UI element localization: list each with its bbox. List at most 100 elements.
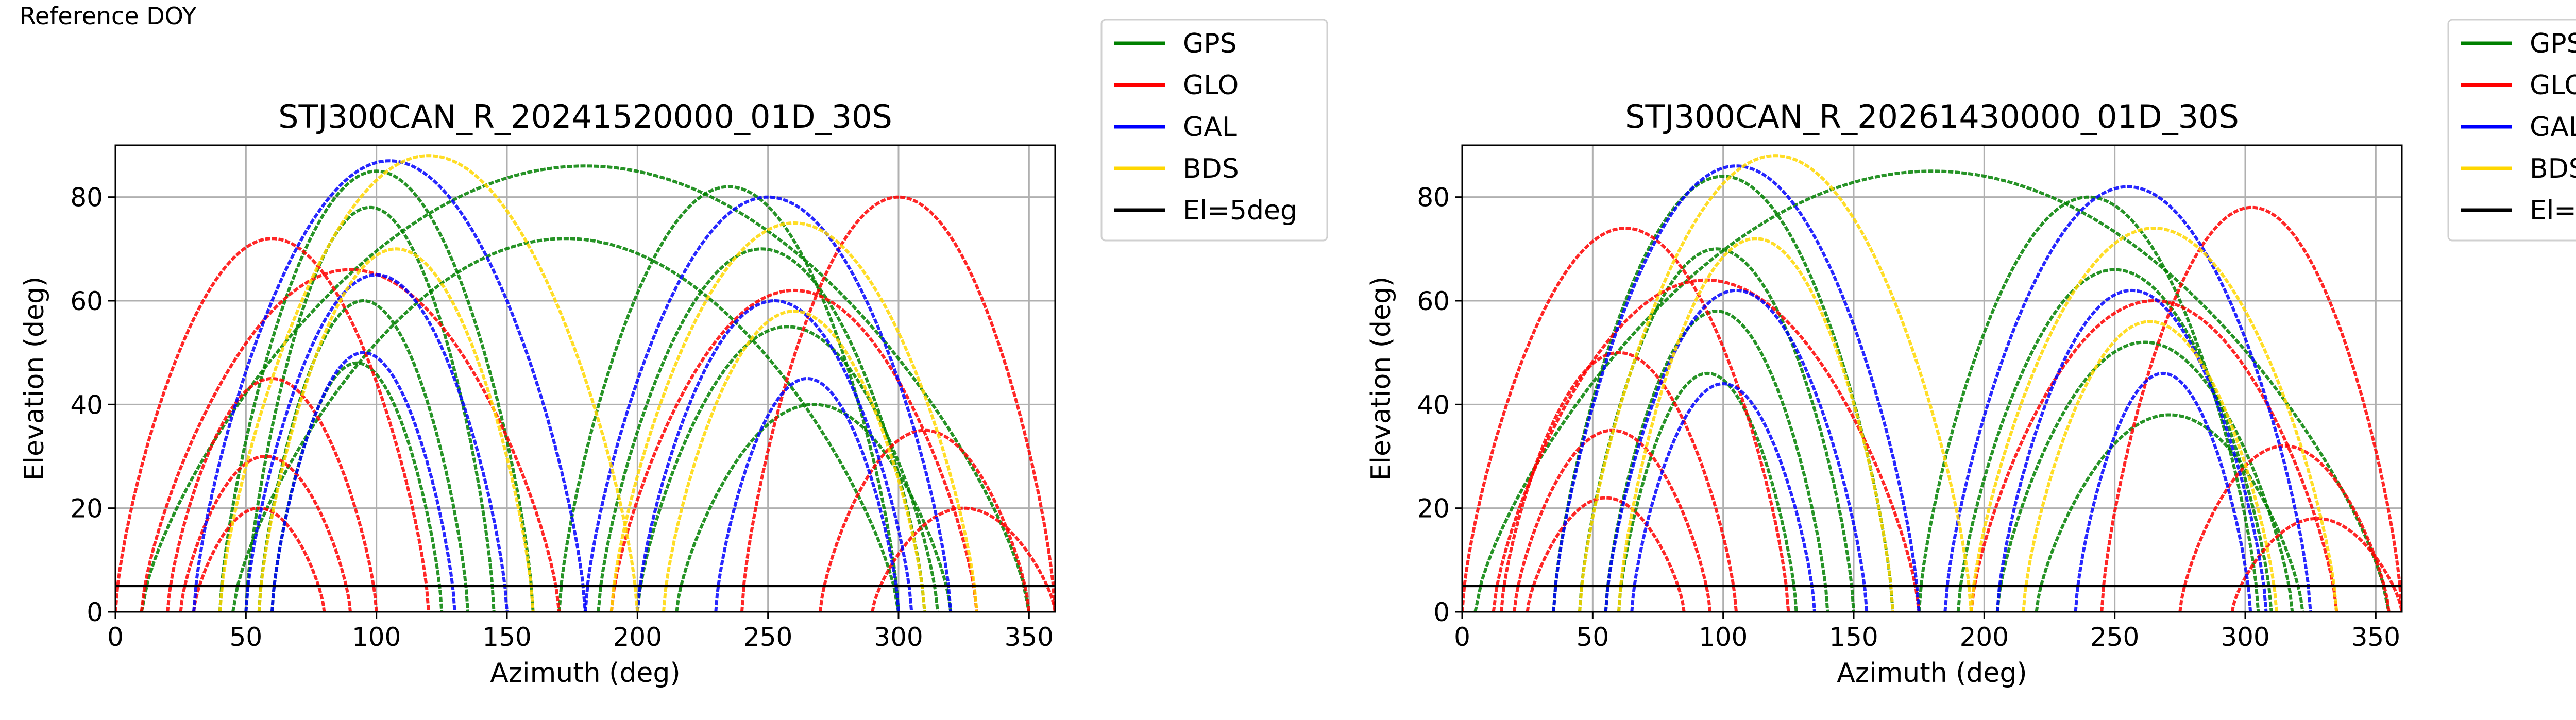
series-gps (1473, 169, 2391, 612)
legend-label: BDS (1183, 153, 1239, 184)
x-tick-label: 150 (1829, 622, 1878, 652)
pass-track (1943, 185, 2312, 612)
legend-box (2447, 19, 2576, 242)
x-tick-label: 300 (2221, 622, 2269, 652)
series-gal (1552, 164, 2312, 612)
pass-track (636, 325, 939, 612)
pass-track (584, 195, 953, 612)
pass-track (609, 221, 978, 612)
x-tick-label: 350 (1005, 622, 1054, 652)
pass-track (140, 268, 561, 612)
y-tick-label: 20 (70, 494, 103, 524)
y-tick-label: 40 (70, 390, 103, 420)
pass-track (819, 428, 1031, 612)
x-tick-label: 0 (107, 622, 124, 652)
x-axis-label: Azimuth (deg) (490, 658, 680, 689)
pass-track (1995, 340, 2294, 612)
legend: GPS GLO GAL BDS El=5deg (1100, 19, 1328, 242)
series-glo (115, 195, 1055, 612)
chart-panel-1: 0 50 100 150 200 250 300 350 0 20 40 60 80 STJ300CAN_… (19, 19, 1328, 689)
pass-track (1917, 195, 2260, 612)
pass-track (1513, 428, 1712, 612)
chart-title: STJ300CAN_R_20241520000_01D_30S (278, 98, 892, 135)
pass-track (179, 454, 352, 612)
figure-top-label: Reference DOY (20, 2, 197, 30)
x-tick-label: 0 (1454, 622, 1470, 652)
legend-box (1100, 19, 1328, 242)
pass-track (714, 376, 900, 612)
pass-track (1500, 351, 1738, 612)
x-axis-label: Azimuth (deg) (1837, 658, 2027, 689)
pass-track (115, 237, 430, 612)
pass-track (1604, 310, 1829, 612)
y-tick-label: 80 (1417, 183, 1450, 213)
pass-track (244, 273, 509, 612)
pass-track (192, 506, 326, 612)
pass-track (1970, 299, 2338, 612)
series-bds (1578, 154, 2338, 612)
legend: GPS GLO GAL BDS El=5deg (2447, 19, 2576, 242)
chart-panel-2: 0 50 100 150 200 250 300 350 0 20 40 60 80 STJ300CAN_… (1366, 19, 2576, 689)
pass-track (597, 247, 926, 612)
pass-track (2035, 413, 2304, 612)
x-tick-label: 200 (1960, 622, 2009, 652)
pass-track (636, 299, 913, 612)
series-gal (192, 159, 953, 612)
legend-label: El=5deg (1183, 195, 1297, 226)
series-marks (1462, 154, 2402, 612)
series-marks (115, 154, 1055, 612)
series-glo (1462, 205, 2402, 612)
pass-track (218, 154, 639, 612)
x-tick-label: 100 (352, 622, 401, 652)
x-tick-label: 100 (1699, 622, 1748, 652)
legend-label: GAL (1183, 112, 1237, 143)
y-tick-label: 20 (1417, 494, 1450, 524)
legend-label: GAL (2530, 112, 2576, 143)
pass-track (1604, 288, 1869, 612)
y-tick-label: 0 (87, 597, 103, 627)
chart-title: STJ300CAN_R_20261430000_01D_30S (1625, 98, 2239, 135)
pass-track (675, 403, 953, 612)
x-tick-label: 50 (230, 622, 263, 652)
series-gps (140, 164, 1031, 612)
pass-track (1617, 237, 1894, 612)
y-tick-label: 0 (1433, 597, 1450, 627)
x-tick-label: 150 (482, 622, 531, 652)
pass-track (1617, 371, 1798, 612)
pass-track (1552, 175, 1894, 612)
x-tick-label: 200 (613, 622, 662, 652)
x-tick-label: 300 (874, 622, 923, 652)
y-tick-label: 40 (1417, 390, 1450, 420)
pass-track (244, 205, 496, 612)
pass-track (609, 288, 978, 612)
pass-track (1970, 227, 2338, 612)
pass-track (2178, 444, 2391, 612)
pass-track (2022, 320, 2278, 612)
x-tick-label: 250 (2090, 622, 2139, 652)
pass-track (1995, 288, 2268, 612)
pass-track (270, 351, 456, 612)
pass-track (1630, 382, 1816, 612)
pass-track (2230, 517, 2402, 612)
pass-track (218, 169, 535, 612)
pass-track (1578, 154, 1973, 612)
axes-frame (1461, 144, 2403, 613)
axes-frame (114, 144, 1056, 613)
pass-track (557, 185, 900, 612)
pass-track (1473, 169, 2391, 612)
y-tick-label: 60 (1417, 286, 1450, 316)
legend-label: GPS (1183, 28, 1237, 59)
pass-track (1552, 164, 1921, 612)
pass-track (2074, 371, 2252, 612)
legend-label: El=5deg (2530, 195, 2576, 226)
pass-track (740, 195, 1055, 612)
pass-track (1526, 496, 1686, 612)
legend-label: GPS (2530, 28, 2576, 59)
series-bds (218, 154, 978, 612)
y-tick-label: 60 (70, 286, 103, 316)
y-tick-label: 80 (70, 183, 103, 213)
pass-track (2100, 205, 2402, 612)
pass-track (166, 376, 378, 612)
pass-track (192, 159, 587, 612)
pass-track (662, 310, 926, 612)
